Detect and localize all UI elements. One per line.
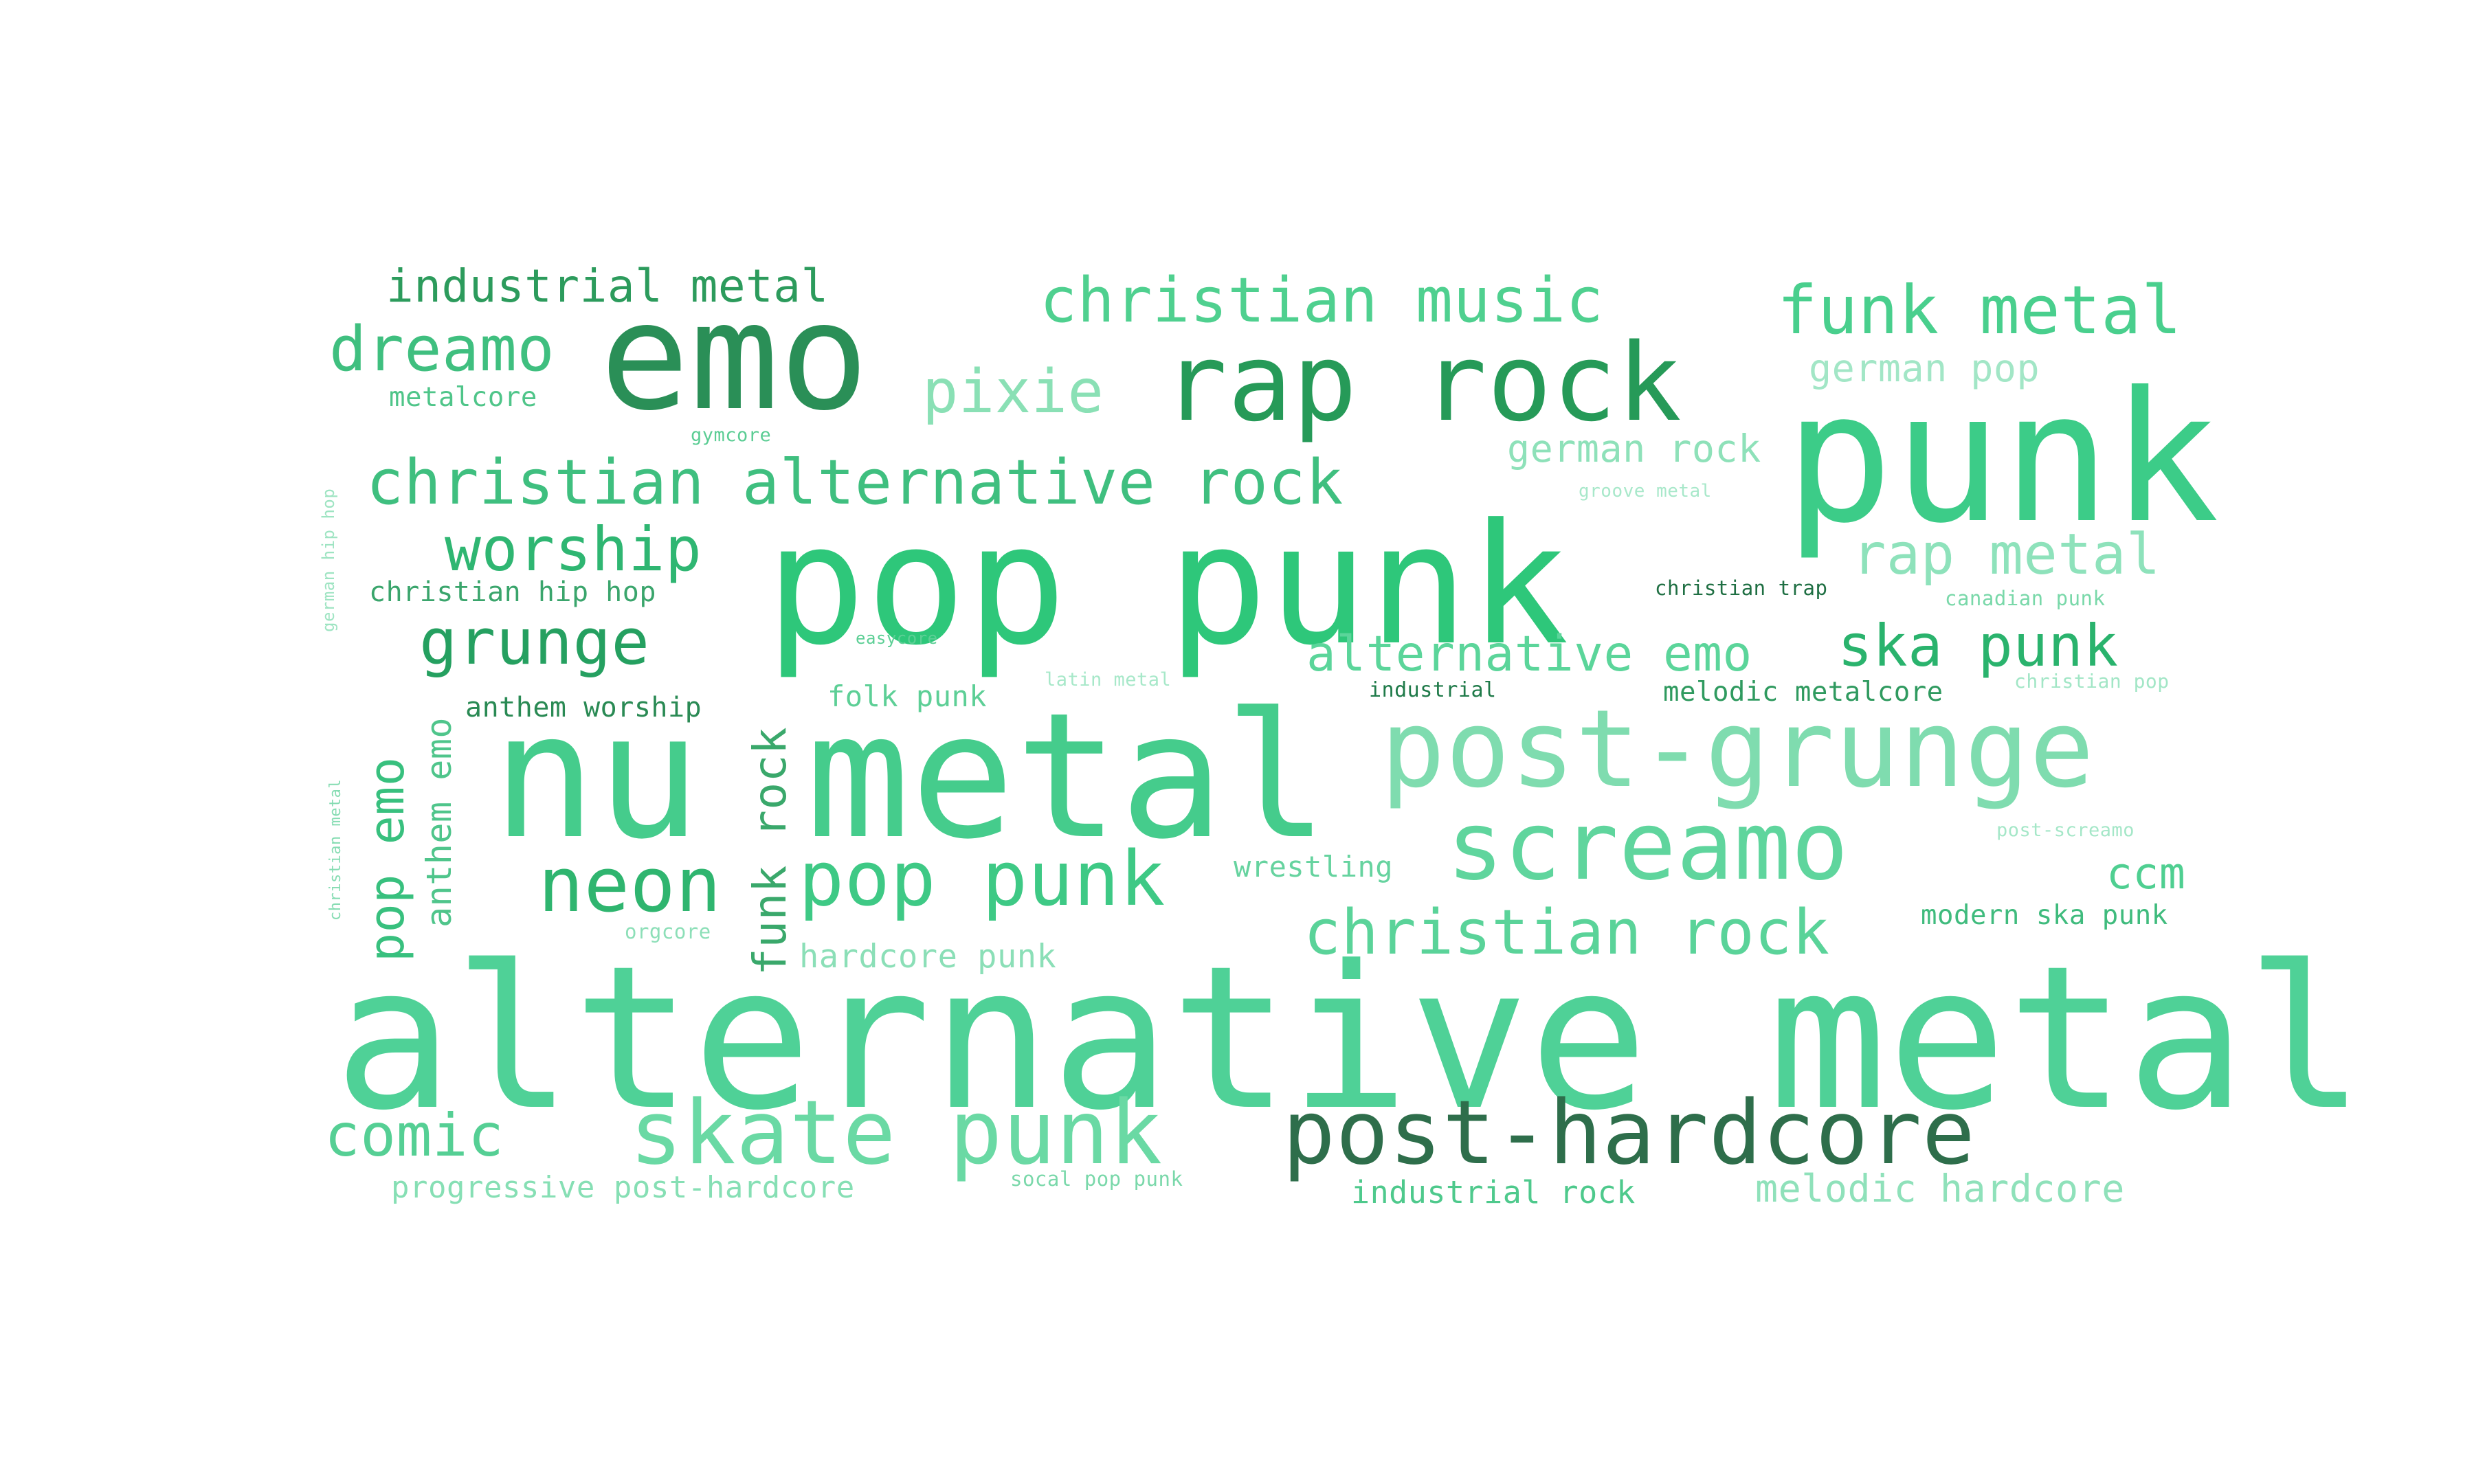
word-modern-ska-punk: modern ska punk (1921, 900, 2168, 931)
word-alternative-metal: alternative metal (334, 923, 2366, 1154)
word-latin-metal: latin metal (1045, 669, 1172, 690)
word-ska-punk: ska punk (1838, 612, 2119, 679)
word-alternative-emo: alternative emo (1306, 625, 1752, 682)
word-canadian-punk: canadian punk (1945, 587, 2106, 610)
word-progressive-post-hardcore: progressive post-hardcore (391, 1170, 855, 1205)
word-industrial-metal: industrial metal (386, 260, 829, 313)
word-easycore: easycore (856, 629, 938, 648)
word-industrial: industrial (1369, 678, 1497, 702)
word-comic: comic (324, 1101, 504, 1170)
word-christian-metal: christian metal (327, 778, 344, 921)
word-groove-metal: groove metal (1579, 481, 1712, 502)
word-anthem-worship: anthem worship (465, 692, 702, 723)
word-christian-trap: christian trap (1655, 576, 1828, 600)
word-german-pop: german pop (1809, 346, 2040, 390)
word-ccm: ccm (2106, 848, 2186, 899)
word-industrial-rock: industrial rock (1351, 1174, 1636, 1211)
word-rap-metal: rap metal (1852, 522, 2161, 587)
word-funk-rock: funk rock (744, 726, 796, 976)
word-melodic-metalcore: melodic metalcore (1663, 677, 1943, 708)
word-neon: neon (538, 841, 722, 929)
word-pixie: pixie (922, 357, 1104, 427)
word-christian-music: christian music (1040, 265, 1604, 337)
word-post-hardcore: post-hardcore (1282, 1082, 1976, 1184)
word-german-hip-hop: german hip hop (319, 488, 338, 632)
word-dreamo: dreamo (329, 313, 555, 385)
word-christian-hip-hop: christian hip hop (369, 576, 656, 608)
word-orgcore: orgcore (625, 920, 711, 943)
word-grunge: grunge (419, 605, 650, 679)
word-anthem-emo: anthem emo (419, 717, 459, 928)
word-christian-rock: christian rock (1304, 897, 1830, 969)
word-christian-alternative-rock: christian alternative rock (366, 447, 1344, 519)
word-hardcore-punk: hardcore punk (799, 938, 1057, 976)
word-nu-metal: nu metal (492, 676, 1329, 877)
word-screamo: screamo (1447, 791, 1849, 901)
word-post-grunge: post-grunge (1381, 686, 2095, 811)
word-christian-pop: christian pop (2014, 670, 2170, 693)
word-post-screamo: post-screamo (1996, 820, 2135, 841)
word-pop-punk-medium: pop punk (799, 835, 1166, 923)
word-melodic-hardcore: melodic hardcore (1755, 1167, 2125, 1211)
word-emo: emo (600, 271, 869, 443)
word-worship: worship (445, 514, 702, 585)
word-funk-metal: funk metal (1777, 271, 2182, 349)
word-punk: punk (1785, 353, 2220, 563)
word-folk-punk: folk punk (827, 679, 988, 713)
word-rap-rock: rap rock (1163, 320, 1682, 445)
word-german-rock: german rock (1507, 427, 1761, 471)
word-metalcore: metalcore (389, 382, 537, 413)
word-wrestling: wrestling (1234, 850, 1394, 884)
word-pop-emo: pop emo (359, 756, 415, 962)
word-skate-punk: skate punk (629, 1082, 1163, 1184)
word-socal-pop-punk: socal pop punk (1010, 1167, 1183, 1191)
word-pop-punk-large: pop punk (766, 488, 1570, 682)
word-gymcore: gymcore (691, 425, 772, 446)
